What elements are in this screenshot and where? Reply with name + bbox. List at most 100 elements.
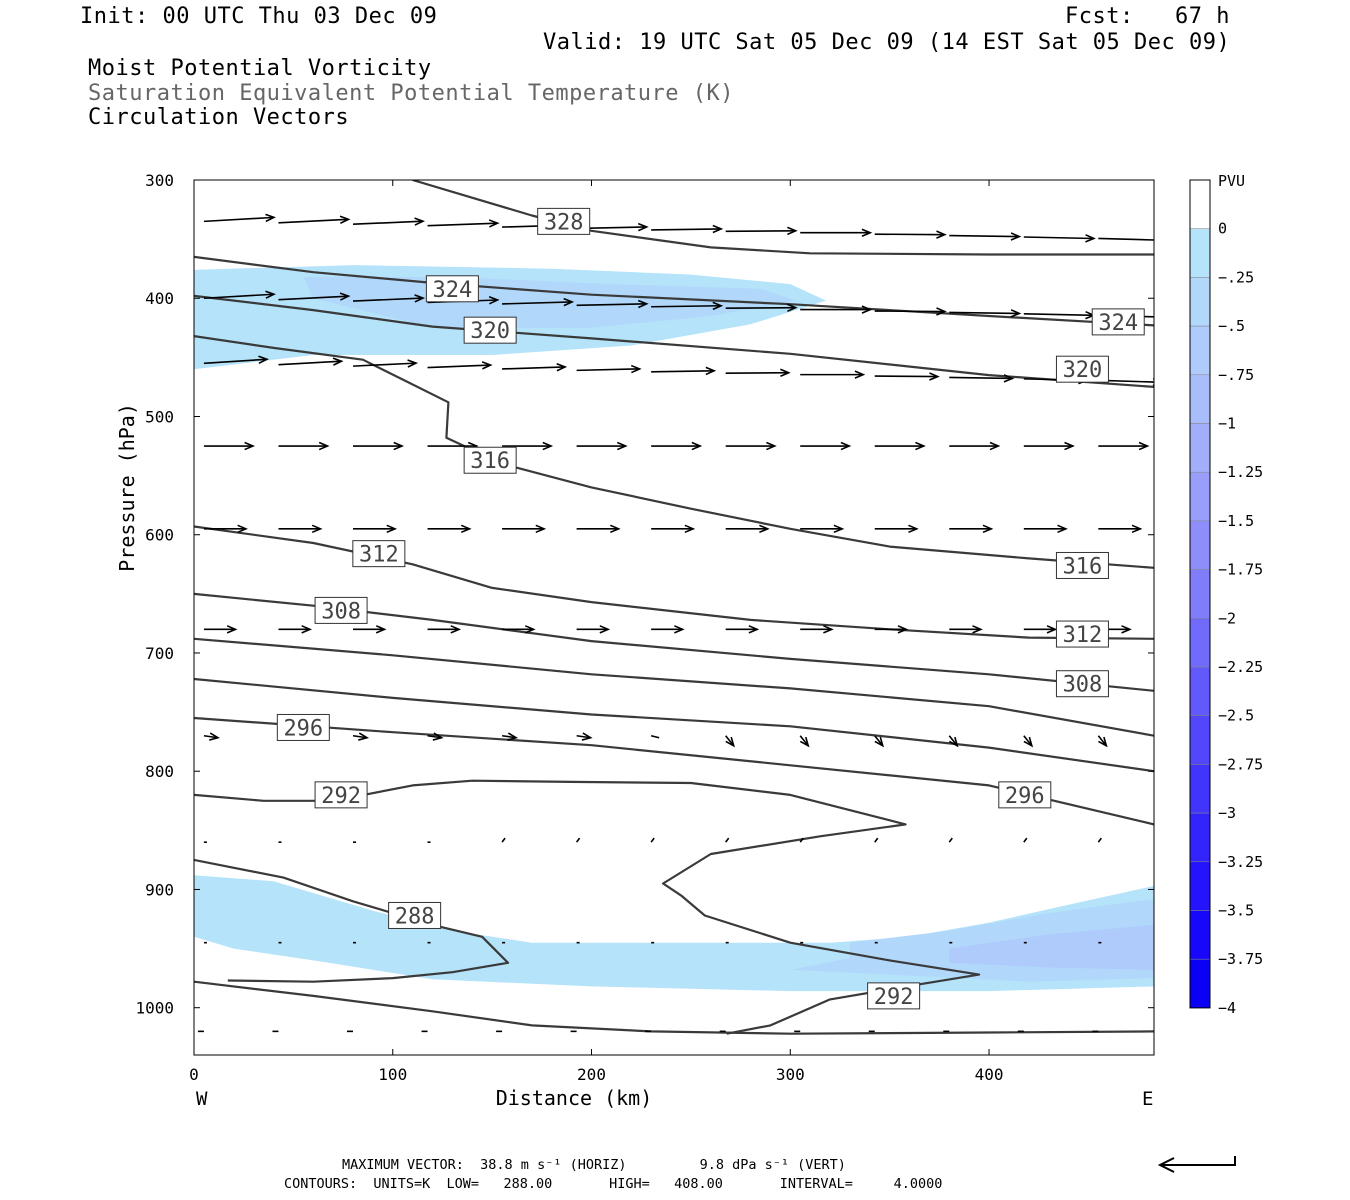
vector-arrowhead <box>581 732 593 741</box>
colorbar-swatch <box>1189 715 1211 765</box>
colorbar-label: −1.25 <box>1218 463 1263 481</box>
theta-contour-292 <box>194 779 981 1035</box>
svg-text:328: 328 <box>544 210 584 235</box>
colorbar-swatch <box>1189 520 1211 570</box>
vector-arrowhead <box>1010 309 1022 318</box>
y-tick-label: 400 <box>145 289 174 308</box>
vector-arrow <box>1023 236 1094 240</box>
vector-arrow <box>501 837 506 843</box>
vector-arrow <box>650 837 655 843</box>
y-tick-label: 500 <box>145 407 174 426</box>
vector-arrowhead <box>787 226 798 236</box>
vector-arrow <box>874 837 879 843</box>
vector-arrow <box>799 735 809 747</box>
field-title-mpv: Moist Potential Vorticity <box>88 56 432 81</box>
vector-arrowhead <box>874 736 885 748</box>
vector-arrowhead <box>630 364 642 374</box>
vector-arrow <box>874 735 884 747</box>
vector-arrowhead <box>237 524 248 534</box>
vector-arrowhead <box>674 625 685 634</box>
vector-arrowhead <box>1160 237 1168 244</box>
colorbar-label: −2 <box>1218 609 1236 627</box>
vector-arrowhead <box>908 524 919 534</box>
vector-arrow <box>427 734 442 739</box>
vector-arrowhead <box>759 524 770 534</box>
vector-arrowhead <box>339 215 351 224</box>
colorbar-swatch <box>1189 423 1211 473</box>
vector-arrow <box>278 360 342 366</box>
vector-arrowhead <box>393 441 405 451</box>
vector-arrow <box>725 371 789 375</box>
y-tick-label: 900 <box>145 880 174 899</box>
vector-arrowhead <box>386 524 398 534</box>
vector-arrowhead <box>599 625 611 634</box>
x-axis-label: Distance (km) <box>496 1086 653 1110</box>
vector-arrowhead <box>1160 314 1168 321</box>
colorbar-swatch <box>1189 569 1211 619</box>
colorbar-frame <box>1189 179 1211 1009</box>
vector-arrowhead <box>432 732 444 741</box>
svg-text:296: 296 <box>1005 784 1045 809</box>
vector-arrowhead <box>556 362 568 372</box>
colorbar-swatch <box>1189 910 1211 960</box>
contour-label-316: 316 <box>463 446 517 474</box>
contour-label-308: 308 <box>1055 670 1109 698</box>
x-tick-label: 0 <box>189 1065 199 1084</box>
contour-label-288: 288 <box>388 901 442 929</box>
colorbar-label: −2.75 <box>1218 755 1263 773</box>
theta-contour-308 <box>194 592 1154 692</box>
vector-arrowhead <box>460 524 472 534</box>
svg-text:320: 320 <box>1063 358 1103 383</box>
theta-contour-284 <box>194 980 1154 1035</box>
vector-arrowhead <box>488 296 500 305</box>
x-tick-label: 300 <box>776 1065 805 1084</box>
vector-arrowhead <box>684 524 696 534</box>
vector-arrowhead <box>535 524 547 534</box>
vector-arrow <box>651 369 715 373</box>
vector-arrowhead <box>563 297 575 307</box>
vector-arrowhead <box>725 736 735 748</box>
colorbar-label: −1 <box>1218 415 1236 433</box>
valid-time: Valid: 19 UTC Sat 05 Dec 09 (14 EST Sat … <box>543 30 1231 55</box>
vector-arrow <box>576 303 647 307</box>
vector-arrow <box>352 362 417 367</box>
vector-arrowhead <box>414 217 426 226</box>
contour-label-296: 296 <box>276 713 330 741</box>
vector-arrow <box>278 218 349 224</box>
colorbar-label: 0 <box>1218 220 1227 238</box>
vector-arrowhead <box>787 303 798 312</box>
plot-frame <box>193 179 1155 1056</box>
y-tick-label: 700 <box>145 644 174 663</box>
vector-arrowhead <box>258 355 269 365</box>
svg-text:312: 312 <box>359 543 399 568</box>
vector-arrowhead <box>691 441 703 451</box>
colorbar-swatch <box>1189 666 1211 716</box>
colorbar-swatch <box>1189 618 1211 668</box>
svg-text:292: 292 <box>874 985 914 1010</box>
vector-arrowhead <box>542 441 554 451</box>
vector-arrowhead <box>948 736 959 748</box>
colorbar-unit: PVU <box>1218 172 1245 190</box>
x-end-label-east: E <box>1142 1088 1153 1110</box>
vector-arrow <box>650 734 660 739</box>
vector-arrowhead <box>1138 441 1150 451</box>
colorbar-swatch <box>1189 277 1211 327</box>
vector-arrowhead <box>209 732 220 741</box>
x-tick-label: 400 <box>975 1065 1004 1084</box>
vector-arrowhead <box>840 441 852 451</box>
svg-text:324: 324 <box>1098 311 1138 336</box>
colorbar-swatch <box>1189 374 1211 424</box>
field-title-theta-es: Saturation Equivalent Potential Temperat… <box>88 81 735 106</box>
vector-arrowhead <box>1064 441 1075 451</box>
vector-arrow <box>874 375 938 378</box>
svg-text:292: 292 <box>321 784 361 809</box>
colorbar-swatch <box>1189 228 1211 278</box>
vector-arrow <box>203 216 274 223</box>
vector-arrow <box>949 376 1013 380</box>
vector-arrowhead <box>989 441 1001 451</box>
vector-arrowhead <box>637 222 649 232</box>
vector-arrowhead <box>1121 625 1132 634</box>
vector-arrowhead <box>375 625 387 634</box>
x-end-label-west: W <box>196 1088 208 1110</box>
init-time: Init: 00 UTC Thu 03 Dec 09 <box>80 4 438 29</box>
